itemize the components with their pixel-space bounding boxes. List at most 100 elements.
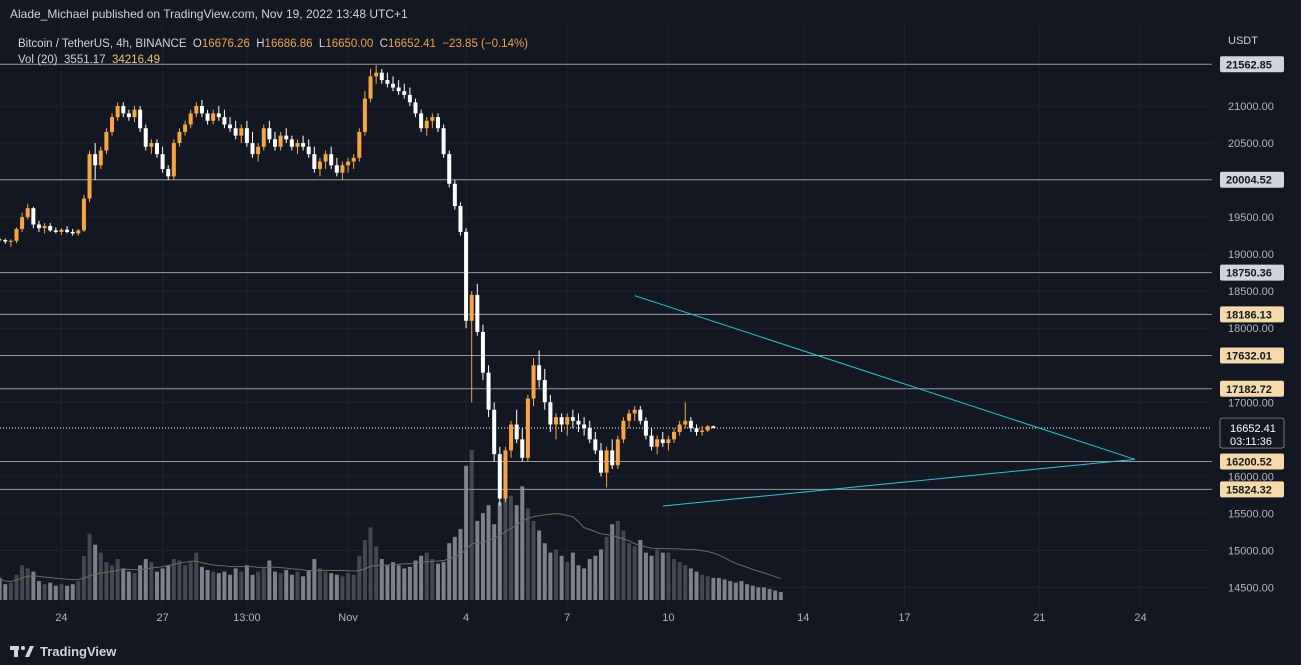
symbol-name[interactable]: Bitcoin / TetherUS, 4h, BINANCE [18,38,187,50]
candle-body [256,146,261,155]
legend-volume-row: Vol (20) 3551.17 34216.49 [18,52,528,68]
volume-bar [705,576,710,600]
volume-bar [183,565,188,600]
volume-bar [643,552,648,600]
level-price-tag [1220,56,1284,73]
candle-body [295,143,300,147]
candle-body [222,117,227,125]
time-tick-label: 24 [1134,612,1146,624]
volume-bar [261,568,266,600]
price-tick-label: 17000.00 [1228,397,1274,409]
volume-bar [93,544,98,600]
volume-bar [716,577,721,600]
volume-bar [36,581,41,600]
candle-body [31,208,36,225]
volume-bar [503,489,508,600]
price-tick-label: 15500.00 [1228,508,1274,520]
candle-body [261,128,266,147]
candle-body [87,154,92,199]
volume-bar [480,513,485,600]
volume-bar [745,584,750,600]
candle-body [711,426,716,429]
candle-body [65,229,70,232]
volume-bar [228,574,233,600]
candle-body [59,229,64,232]
candle-body [14,228,19,241]
level-price-label: 18750.36 [1226,268,1272,280]
volume-bar [98,552,103,600]
candle-body [610,450,615,466]
volume-bar [441,562,446,600]
level-price-label: 18186.13 [1226,309,1272,321]
candle-body [177,131,182,144]
candle-body [537,365,542,381]
footer: TradingView [0,636,1301,665]
volume-bar [317,568,322,600]
current-price-tag [1219,417,1285,449]
volume-label[interactable]: Vol (20) [18,54,58,66]
volume-bar [610,524,615,600]
legend-symbol-row: Bitcoin / TetherUS, 4h, BINANCE O16676.2… [18,36,528,52]
volume-bar [143,558,148,600]
candle-body [694,428,699,432]
volume-bar [216,573,221,600]
candle-body [25,208,30,218]
candle-body [199,106,204,114]
time-tick-label: 7 [564,612,570,624]
volume-bar [284,570,289,600]
candle-body [604,450,609,473]
candle-body [340,165,345,173]
candle-body [211,113,216,121]
countdown-label: 03:11:36 [1230,436,1272,448]
price-axis: USDT 21000.00 20500.00 19500.00 19000.00 1850… [1212,26,1301,636]
volume-bar [492,524,497,600]
time-tick-label: Nov [338,612,358,624]
volume-bar [59,584,64,600]
candle-body [126,113,131,118]
volume-bar [199,566,204,600]
candle-body [520,439,525,458]
low-label: L [318,38,326,50]
chart-grid [0,26,1212,606]
volume-bar [385,565,390,600]
candle-body [655,439,660,447]
candle-body [362,98,367,132]
candle-body [452,183,457,206]
volume-bar [306,570,311,600]
volume-bar [447,543,452,600]
volume-bar [700,574,705,600]
volume-bar [289,574,294,600]
candle-body [53,230,58,232]
tradingview-logo[interactable]: TradingView [10,641,116,661]
candle-body [228,124,233,129]
close-value: 16652.41 [387,38,436,50]
candle-body [627,413,632,421]
candle-body [351,157,356,162]
candle-body [346,161,351,166]
time-tick-label: 17 [898,612,910,624]
candle-body [138,109,143,129]
candle-body [559,417,564,425]
chart-area[interactable]: USDT 21000.00 20500.00 19500.00 19000.00 1850… [0,26,1301,636]
candle-body [649,435,654,447]
volume-bar [430,558,435,600]
candle-body [104,131,109,151]
volume-bar [559,555,564,600]
volume-bar [632,546,637,600]
volume-bar [570,552,575,600]
candle-body [93,154,98,166]
candle-body [334,165,339,173]
volume-bar [132,573,137,600]
volume-bar [31,571,36,600]
price-tick-label: 20500.00 [1228,138,1274,150]
candle-body [48,226,53,231]
candle-body [76,230,81,234]
volume-bar [509,495,514,600]
price-chart[interactable]: USDT 21000.00 20500.00 19500.00 19000.00 1850… [0,26,1301,636]
time-tick-label: 4 [463,612,469,624]
high-label: H [256,38,265,50]
volume-bar [42,584,47,600]
volume-ma-line [0,513,781,582]
candle-body [688,420,693,429]
volume-bar [756,587,761,600]
